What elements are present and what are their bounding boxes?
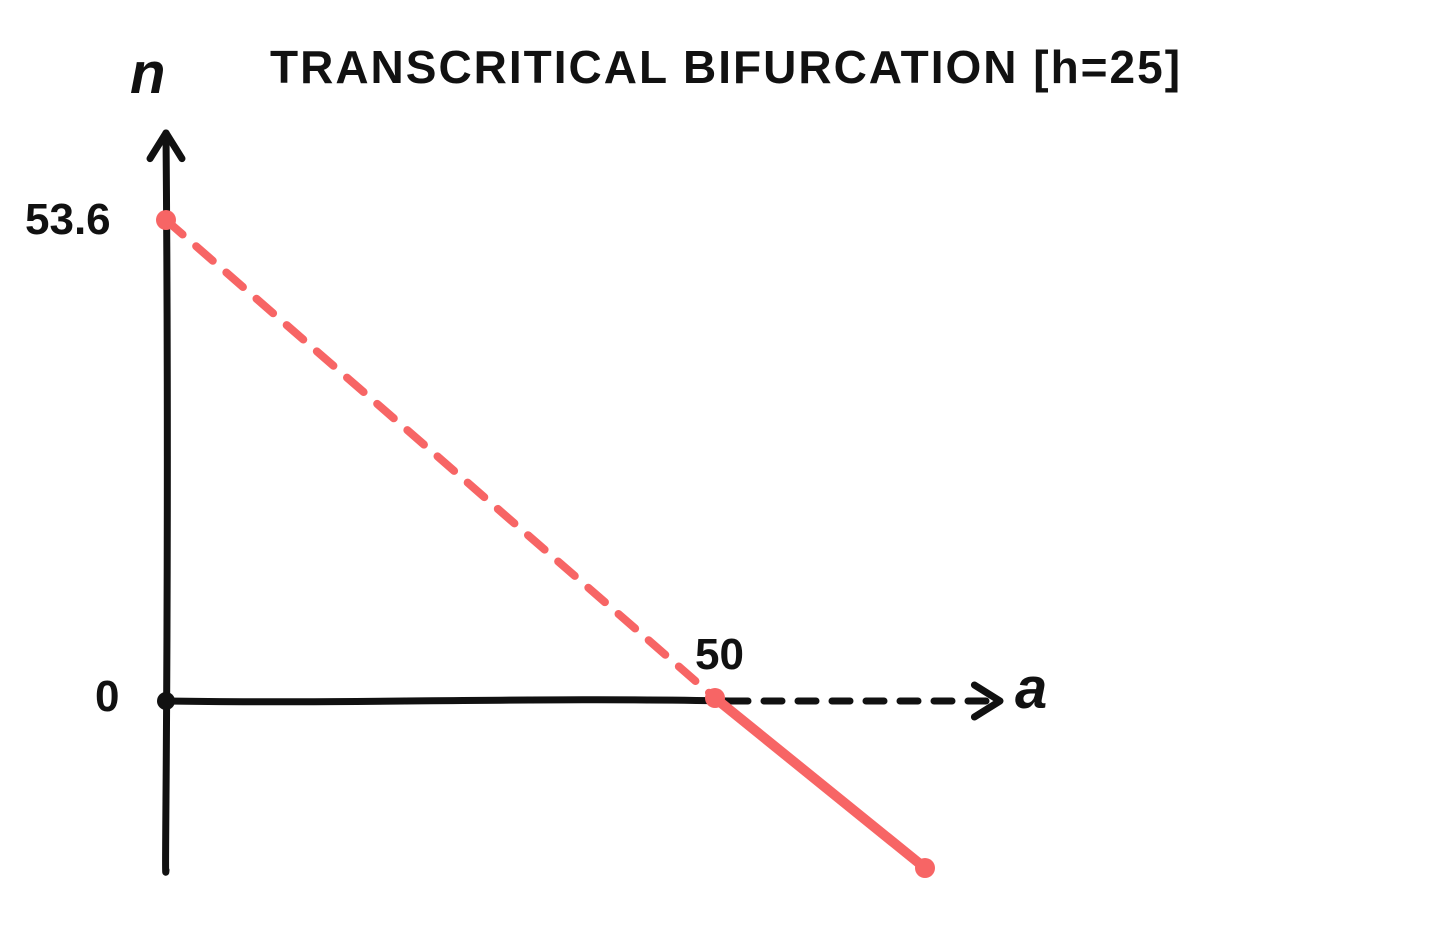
- y-tick-label: 53.6: [25, 195, 111, 245]
- x-axis-solid: [166, 700, 730, 702]
- unstable-branch: [166, 220, 715, 698]
- point-branch-end: [915, 858, 935, 878]
- chart-title: TRANSCRITICAL BIFURCATION [h=25]: [270, 40, 1182, 94]
- bifurcation-svg: [0, 0, 1450, 932]
- diagram-stage: TRANSCRITICAL BIFURCATION [h=25] n a 0 5…: [0, 0, 1450, 932]
- x-tick-label: 50: [695, 630, 744, 680]
- origin-label: 0: [95, 672, 119, 722]
- x-axis-label: a: [1015, 655, 1047, 722]
- point-y-intercept: [156, 210, 176, 230]
- y-axis: [166, 133, 168, 872]
- stable-branch: [715, 698, 925, 868]
- y-axis-label: n: [130, 40, 165, 107]
- origin-dot: [157, 692, 175, 710]
- point-x-intercept: [705, 688, 725, 708]
